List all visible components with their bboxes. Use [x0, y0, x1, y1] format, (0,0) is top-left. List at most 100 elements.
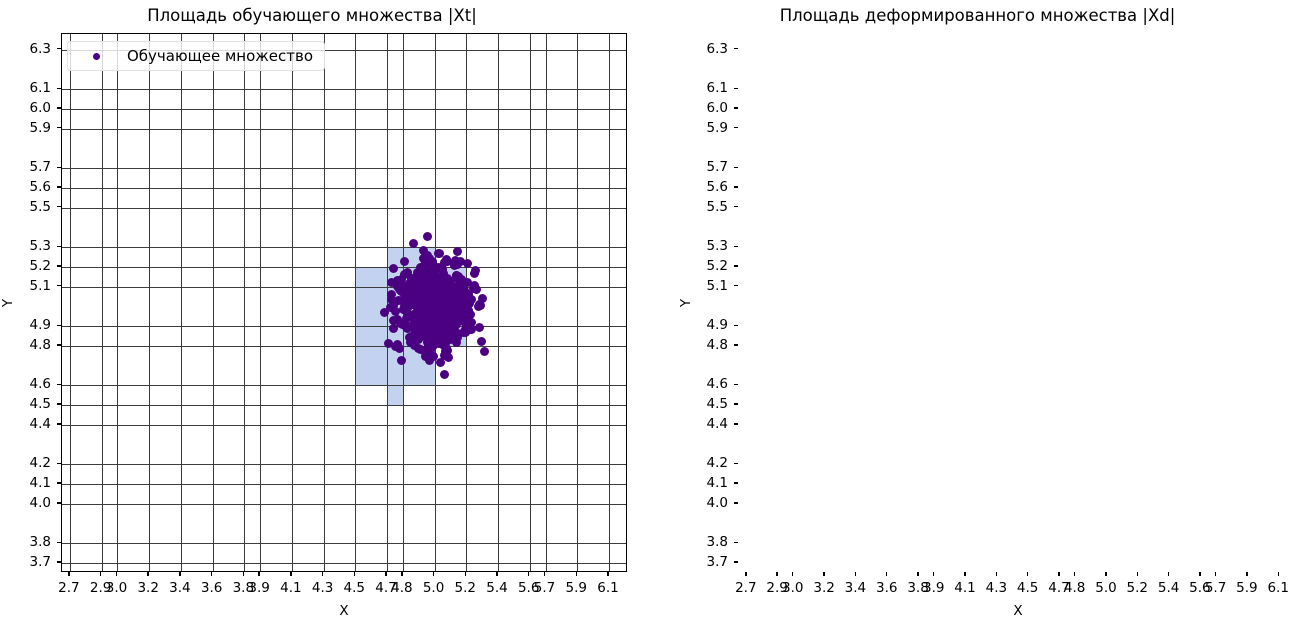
y-tick-label: 5.3: [706, 238, 728, 255]
y-tick-mark: [57, 344, 61, 346]
y-tick-mark: [57, 561, 61, 563]
legend-marker-icon-left: [93, 52, 100, 60]
y-tick-mark: [734, 561, 738, 563]
x-axis-label-left: X: [339, 603, 349, 619]
x-tick-label: 6.1: [597, 580, 619, 596]
data-point: [401, 298, 411, 308]
gridline-vertical: [546, 34, 547, 571]
x-tick-label: 2.7: [58, 580, 80, 596]
y-tick-label: 5.3: [29, 238, 51, 255]
x-tick-mark: [1214, 572, 1217, 576]
x-tick-label: 5.4: [1157, 580, 1180, 596]
panel-title-left: Площадь обучающего множества |Xt|: [147, 6, 477, 25]
x-tick-mark: [886, 572, 888, 576]
gridline-horizontal: [62, 208, 626, 209]
gridline-horizontal: [62, 405, 626, 406]
x-tick-label: 3.4: [169, 580, 191, 596]
gridline-vertical: [577, 34, 578, 571]
y-tick-mark: [57, 502, 61, 504]
gridline-vertical: [117, 34, 118, 571]
data-point: [426, 267, 436, 277]
y-tick-mark: [734, 462, 738, 465]
gridline-horizontal: [62, 89, 626, 90]
y-tick-label: 4.9: [29, 317, 51, 334]
y-tick-label: 4.2: [29, 455, 51, 472]
gridline-horizontal: [62, 346, 626, 347]
panel-title-right: Площадь деформированного множества |Xd|: [779, 6, 1176, 25]
x-tick-label: 4.8: [1063, 580, 1086, 596]
x-tick-label: 3.9: [248, 580, 270, 596]
data-point: [415, 262, 425, 272]
y-tick-label: 6.0: [706, 100, 728, 117]
data-point: [440, 320, 450, 330]
data-point: [429, 313, 439, 323]
y-tick-label: 5.7: [29, 159, 51, 176]
highlighted-cell: [355, 326, 387, 346]
data-point: [436, 326, 446, 336]
y-tick-label: 5.2: [706, 257, 728, 274]
data-point: [450, 295, 460, 305]
gridline-horizontal: [62, 563, 626, 564]
gridline-horizontal: [62, 504, 626, 505]
data-point: [441, 254, 451, 264]
y-axis-label-left: Y: [0, 298, 17, 308]
y-tick-mark: [57, 186, 61, 188]
data-point: [415, 327, 425, 337]
x-tick-label: 4.7: [1048, 580, 1070, 596]
y-tick-label: 5.5: [706, 198, 728, 215]
y-tick-label: 4.4: [706, 415, 728, 432]
data-point: [383, 339, 393, 349]
x-tick-mark: [1167, 572, 1170, 576]
y-tick-label: 4.1: [29, 475, 51, 492]
data-point: [443, 283, 453, 293]
gridline-horizontal: [62, 50, 626, 51]
x-tick-label: 4.1: [280, 580, 302, 596]
data-point: [408, 274, 418, 284]
data-point: [461, 314, 471, 324]
x-tick-label: 5.9: [1236, 580, 1258, 596]
highlighted-cell: [387, 247, 403, 267]
data-point: [389, 263, 399, 273]
x-tick-mark: [1026, 572, 1029, 576]
y-tick-label: 6.0: [29, 100, 51, 117]
y-tick-label: 6.3: [29, 40, 51, 57]
gridline-vertical: [292, 34, 293, 571]
x-tick-label: 5.0: [422, 580, 445, 596]
y-tick-label: 5.1: [706, 277, 728, 294]
gridline-horizontal: [62, 464, 626, 465]
x-tick-label: 3.2: [137, 580, 159, 596]
gridline-vertical: [260, 34, 261, 571]
highlighted-cell: [387, 345, 403, 386]
gridline-horizontal: [62, 129, 626, 130]
y-tick-mark: [734, 186, 738, 188]
y-tick-label: 4.1: [706, 475, 728, 492]
gridline-vertical: [181, 34, 182, 571]
data-point: [407, 298, 417, 308]
data-point: [462, 278, 472, 288]
data-point: [400, 256, 410, 266]
y-tick-label: 4.4: [29, 415, 51, 432]
data-point: [419, 314, 429, 324]
x-tick-label: 5.0: [1095, 580, 1117, 596]
x-tick-label: 3.0: [105, 580, 128, 596]
y-tick-mark: [734, 482, 738, 484]
x-tick-mark: [575, 572, 577, 576]
data-point: [433, 288, 443, 298]
data-point: [453, 313, 462, 323]
gridline-horizontal: [62, 425, 626, 426]
data-point: [421, 257, 431, 267]
gridline-vertical: [102, 34, 103, 571]
gridline-vertical: [213, 34, 214, 571]
gridline-vertical: [70, 34, 71, 571]
gridline-vertical: [498, 34, 499, 571]
data-point: [448, 320, 458, 330]
gridline-vertical: [530, 34, 531, 571]
data-point: [385, 302, 395, 312]
data-point: [452, 304, 462, 314]
data-point: [422, 282, 432, 292]
data-point: [480, 347, 490, 357]
data-point: [431, 273, 441, 283]
y-tick-label: 4.9: [706, 317, 728, 334]
y-tick-mark: [734, 265, 738, 267]
y-tick-mark: [57, 48, 61, 50]
